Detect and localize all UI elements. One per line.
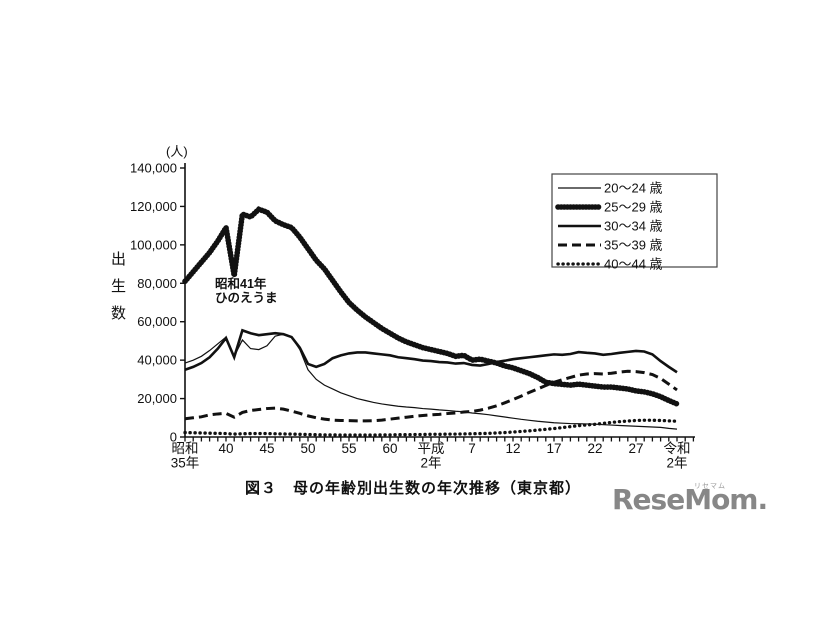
y-tick-label: 40,000 bbox=[137, 353, 177, 368]
data-series bbox=[182, 206, 680, 437]
hinoeuma-annotation: 昭和41年 ひのえうま bbox=[215, 277, 278, 305]
series-line-age-35-39 bbox=[184, 369, 678, 423]
annotation-line-2: ひのえうま bbox=[215, 290, 278, 305]
x-tick-label: 45 bbox=[259, 441, 274, 456]
resemom-logo-ruby: リセマム bbox=[694, 483, 726, 490]
axes bbox=[184, 163, 695, 438]
y-tick-label: 80,000 bbox=[137, 276, 177, 291]
x-tick-label: 令和 bbox=[664, 441, 691, 456]
y-tick-label: 140,000 bbox=[130, 161, 177, 176]
x-tick-label: 12 bbox=[505, 441, 520, 456]
legend-label-age-35-39: 35〜39 歳 bbox=[604, 238, 663, 253]
legend: 20〜24 歳 25〜29 歳 30〜34 歳 35〜39 歳 40〜44 歳 bbox=[551, 173, 718, 272]
x-tick-label: 55 bbox=[341, 441, 356, 456]
x-tick-label: 60 bbox=[382, 441, 397, 456]
resemom-logo: ReseMom. bbox=[612, 483, 768, 516]
x-tick-label: 50 bbox=[300, 441, 315, 456]
x-tick-label: 昭和 bbox=[172, 441, 199, 456]
x-tick-label: 17 bbox=[546, 441, 561, 456]
series-line-age-25-29 bbox=[182, 206, 680, 407]
legend-label-age-20-24: 20〜24 歳 bbox=[604, 181, 663, 196]
series-line-age-30-34 bbox=[184, 328, 678, 374]
x-tick-label: 40 bbox=[218, 441, 233, 456]
y-tick-label: 100,000 bbox=[130, 237, 177, 252]
y-tick-label: 20,000 bbox=[137, 391, 177, 406]
x-tick-label: 22 bbox=[587, 441, 602, 456]
y-axis-title: 出生数 bbox=[109, 251, 126, 332]
x-tick-label: 2年 bbox=[666, 456, 687, 471]
axis-ticks bbox=[180, 167, 695, 442]
legend-box bbox=[551, 173, 718, 268]
series-line-age-40-44 bbox=[183, 418, 679, 437]
x-tick-label: 2年 bbox=[420, 456, 441, 471]
y-axis-unit-label: (人) bbox=[166, 144, 188, 159]
y-tick-label: 0 bbox=[170, 430, 177, 445]
annotation-line-1: 昭和41年 bbox=[215, 277, 267, 291]
axis-tick-labels: 0 20,000 40,000 60,000 80,000 100,000 120,000 1… bbox=[130, 161, 691, 471]
x-tick-label: 平成 bbox=[418, 441, 445, 456]
y-tick-label: 60,000 bbox=[137, 314, 177, 329]
x-tick-label: 35年 bbox=[171, 456, 200, 471]
x-tick-label: 27 bbox=[628, 441, 643, 456]
legend-label-age-30-34: 30〜34 歳 bbox=[604, 219, 663, 234]
y-tick-label: 120,000 bbox=[130, 199, 177, 214]
legend-label-age-25-29: 25〜29 歳 bbox=[604, 200, 663, 215]
x-tick-label: 7 bbox=[468, 441, 476, 456]
legend-label-age-40-44: 40〜44 歳 bbox=[604, 257, 663, 272]
figure-caption: 図３ 母の年齢別出生数の年次推移（東京都） bbox=[244, 480, 581, 497]
